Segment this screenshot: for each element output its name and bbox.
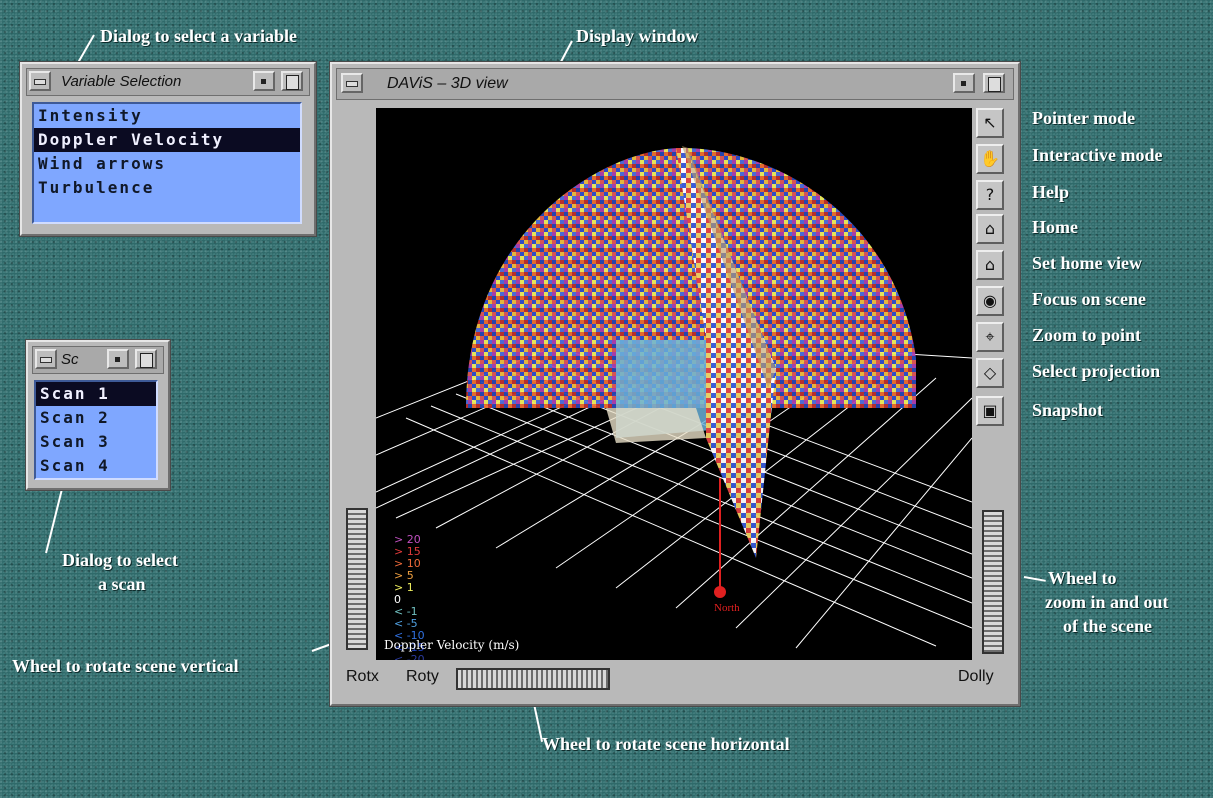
- pointer-line: [1023, 576, 1046, 582]
- annotation-scan-dialog-1: Dialog to select: [62, 550, 178, 570]
- camera-button[interactable]: ▣: [976, 396, 1004, 426]
- scan-list-item[interactable]: Scan 1: [36, 382, 156, 406]
- tool-desc-zoom-point: Zoom to point: [1032, 325, 1142, 345]
- maximize-button[interactable]: [281, 71, 303, 91]
- tool-desc-projection: Select projection: [1032, 361, 1161, 381]
- scan-list-item[interactable]: Scan 2: [40, 408, 110, 427]
- legend-entry: < -20: [394, 653, 425, 661]
- legend-entry: > 10: [394, 557, 421, 570]
- variable-list-item[interactable]: Intensity: [38, 106, 143, 125]
- eye-button[interactable]: ◉: [976, 286, 1004, 316]
- scan-list-item[interactable]: Scan 4: [40, 456, 110, 475]
- scan-list[interactable]: Scan 1 Scan 2 Scan 3 Scan 4: [34, 380, 158, 480]
- title-bar[interactable]: Variable Selection: [26, 68, 310, 96]
- roty-label: Roty: [406, 668, 439, 685]
- minimize-button[interactable]: [953, 73, 975, 93]
- tool-desc-home: Home: [1032, 217, 1078, 237]
- dolly-wheel[interactable]: [982, 510, 1004, 654]
- legend-entry: < -10: [394, 629, 425, 642]
- annotation-scan-dialog-2: a scan: [98, 574, 146, 594]
- window-menu-button[interactable]: [35, 349, 57, 369]
- set-home-button[interactable]: ⌂: [976, 250, 1004, 280]
- home-button[interactable]: ⌂: [976, 214, 1004, 244]
- window-title: DAViS – 3D view: [387, 75, 508, 92]
- vertical-slice: [676, 148, 776, 558]
- tool-desc-help: Help: [1032, 182, 1070, 202]
- annotation-variable-dialog: Dialog to select a variable: [100, 26, 297, 46]
- projection-icon: ◇: [983, 363, 997, 382]
- legend-entry: > 1: [394, 581, 414, 594]
- viewer-toolbar: ↖ ✋? ⌂ ⌂ ◉ ⌖ ◇ ▣: [976, 108, 1004, 438]
- legend-title: Doppler Velocity (m/s): [384, 638, 520, 652]
- home-icon: ⌂: [984, 219, 996, 238]
- tool-desc-interactive: Interactive mode: [1032, 145, 1163, 165]
- hand-button[interactable]: ✋: [976, 144, 1004, 174]
- pointer-line: [77, 34, 95, 64]
- tool-desc-focus: Focus on scene: [1032, 289, 1146, 309]
- scan-selection-window: Sc Scan 1 Scan 2 Scan 3 Scan 4: [26, 340, 170, 490]
- legend-entry: < -15: [394, 641, 425, 654]
- legend-entry: < -5: [394, 617, 418, 630]
- tool-desc-snapshot: Snapshot: [1032, 400, 1104, 420]
- variable-list-item[interactable]: Doppler Velocity: [34, 128, 300, 152]
- legend-entry: < -1: [394, 605, 418, 618]
- dome-surface: [466, 148, 916, 408]
- set-home-icon: ⌂: [984, 255, 996, 274]
- window-menu-button[interactable]: [341, 73, 363, 93]
- annotation-zoom-2: zoom in and out: [1045, 592, 1169, 612]
- roty-wheel[interactable]: [456, 668, 610, 690]
- help-button[interactable]: ?: [976, 180, 1004, 210]
- scan-list-item[interactable]: Scan 3: [40, 432, 110, 451]
- velocity-legend: > 20 > 15 > 10 > 5 > 1 0 < -1 < -5 < -10 < -15 < -…: [394, 533, 425, 661]
- variable-list-item[interactable]: Turbulence: [38, 178, 155, 197]
- pointer-icon: ↖: [983, 113, 997, 132]
- title-bar[interactable]: DAViS – 3D view: [336, 68, 1014, 100]
- north-marker: [714, 586, 726, 598]
- annotation-rotate-horizontal: Wheel to rotate scene horizontal: [542, 734, 790, 754]
- maximize-button[interactable]: [983, 73, 1005, 93]
- legend-entry: 0: [394, 593, 401, 606]
- dolly-label: Dolly: [958, 668, 994, 685]
- variable-list-item[interactable]: Wind arrows: [38, 154, 166, 173]
- window-menu-button[interactable]: [29, 71, 51, 91]
- scene-graphic: [376, 146, 972, 649]
- annotation-display-window: Display window: [576, 26, 699, 46]
- hand-icon: ✋: [980, 149, 1000, 168]
- help-icon: ?: [985, 185, 995, 204]
- eye-icon: ◉: [983, 291, 997, 310]
- davis-3d-window: DAViS – 3D view: [330, 62, 1020, 706]
- pointer-button[interactable]: ↖: [976, 108, 1004, 138]
- legend-entry: > 15: [394, 545, 421, 558]
- variable-list[interactable]: Intensity Doppler Velocity Wind arrows Turb…: [32, 102, 302, 224]
- legend-entry: > 5: [394, 569, 414, 582]
- scene-viewport[interactable]: North > 20 > 15 > 10 > 5 > 1 0 < -1 < -5 < -10 < …: [376, 108, 972, 660]
- title-bar[interactable]: Sc: [32, 346, 164, 374]
- tool-desc-pointer: Pointer mode: [1032, 108, 1136, 128]
- crosshair-icon: ⌖: [985, 327, 995, 346]
- crosshair-button[interactable]: ⌖: [976, 322, 1004, 352]
- rotx-label: Rotx: [346, 668, 379, 685]
- minimize-button[interactable]: [253, 71, 275, 91]
- annotation-zoom-3: of the scene: [1063, 616, 1152, 636]
- variable-selection-window: Variable Selection Intensity Doppler Velo…: [20, 62, 316, 236]
- maximize-button[interactable]: [135, 349, 157, 369]
- legend-entry: > 20: [394, 533, 421, 546]
- tool-desc-set-home: Set home view: [1032, 253, 1142, 273]
- projection-button[interactable]: ◇: [976, 358, 1004, 388]
- minimize-button[interactable]: [107, 349, 129, 369]
- camera-icon: ▣: [982, 401, 998, 420]
- window-title: Sc: [61, 351, 79, 368]
- rotx-wheel[interactable]: [346, 508, 368, 650]
- annotation-zoom-1: Wheel to: [1048, 568, 1117, 588]
- annotation-rotate-vertical: Wheel to rotate scene vertical: [12, 656, 239, 676]
- pointer-line: [45, 488, 63, 554]
- window-title: Variable Selection: [61, 73, 182, 90]
- north-label: North: [714, 602, 740, 614]
